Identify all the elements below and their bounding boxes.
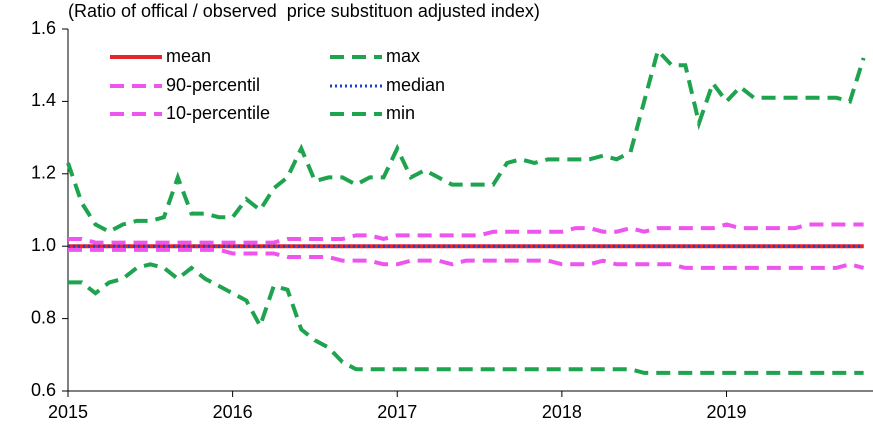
x-tick-label: 2015 bbox=[48, 402, 88, 422]
legend-label: 10-percentile bbox=[166, 103, 270, 123]
x-tick-label: 2019 bbox=[706, 402, 746, 422]
x-tick-label: 2018 bbox=[542, 402, 582, 422]
series-line bbox=[68, 247, 865, 270]
series-line bbox=[68, 262, 864, 375]
legend-label: mean bbox=[166, 46, 211, 66]
y-tick-label: 1.6 bbox=[31, 18, 56, 38]
legend-label: 90-percentil bbox=[166, 75, 260, 95]
x-tick-label: 2016 bbox=[213, 402, 253, 422]
series-line bbox=[68, 222, 864, 245]
series-line bbox=[66, 46, 866, 234]
y-tick-label: 0.6 bbox=[31, 380, 56, 400]
y-tick-label: 1.0 bbox=[31, 235, 56, 255]
y-tick-label: 1.4 bbox=[31, 90, 56, 110]
legend-label: min bbox=[386, 103, 415, 123]
legend-label: median bbox=[386, 75, 445, 95]
legend-label: max bbox=[386, 46, 420, 66]
y-tick-label: 0.8 bbox=[31, 307, 56, 327]
x-tick-label: 2017 bbox=[377, 402, 417, 422]
y-tick-label: 1.2 bbox=[31, 163, 56, 183]
chart-title: (Ratio of offical / observed price subst… bbox=[68, 1, 540, 21]
